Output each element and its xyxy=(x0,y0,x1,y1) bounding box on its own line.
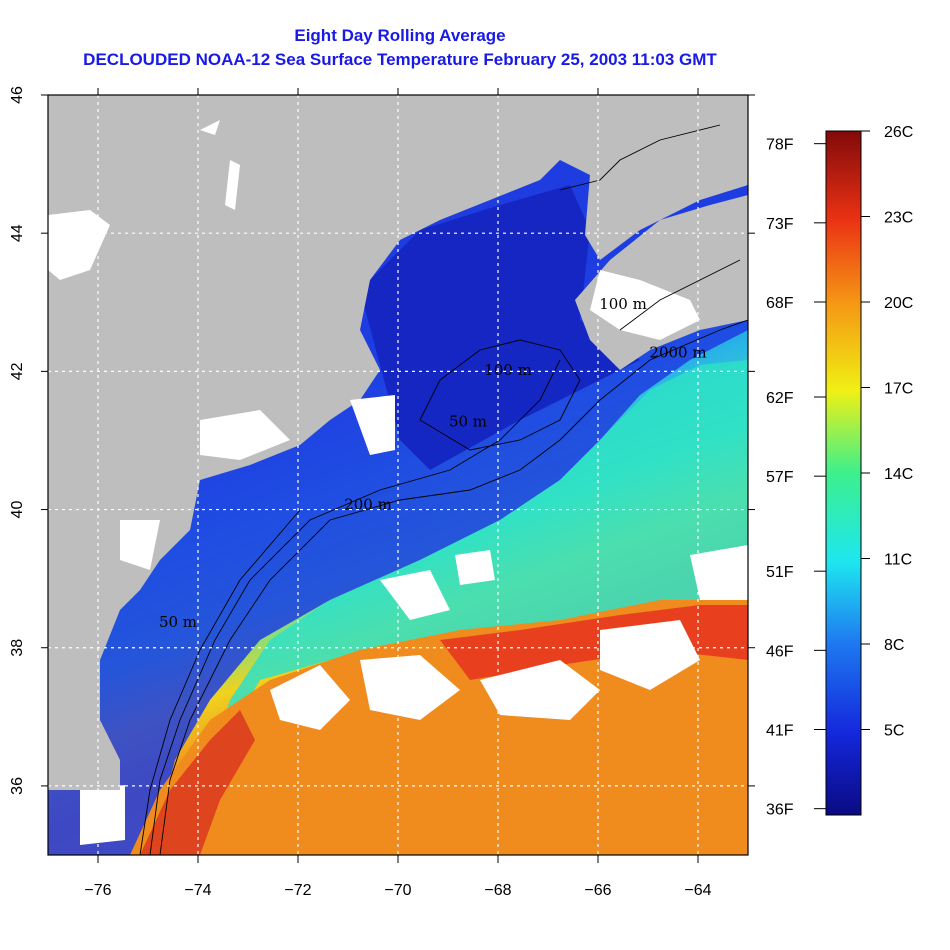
colorbar-fahrenheit-label: 62F xyxy=(766,390,794,407)
lon-tick-label: −70 xyxy=(384,882,411,899)
lon-tick-label: −66 xyxy=(584,882,611,899)
lat-lon-grid xyxy=(48,95,748,855)
contour-label: 50 m xyxy=(159,613,197,631)
lon-tick-label: −68 xyxy=(484,882,511,899)
contour-label: 100 m xyxy=(599,295,647,313)
lat-tick-label: 46 xyxy=(9,86,26,104)
colorbar-fahrenheit-label: 41F xyxy=(766,723,794,740)
colorbar-celsius-label: 11C xyxy=(884,552,912,569)
contour-label: 100 m xyxy=(484,361,532,379)
cloud-mask xyxy=(80,545,748,845)
contour-label: 2000 m xyxy=(649,344,706,362)
lon-tick-label: −72 xyxy=(284,882,311,899)
colorbar-fahrenheit-label: 68F xyxy=(766,295,794,312)
colorbar-labels: 26C 23C 20C 17C 14C 11C 8C 5C 78F 73F 68F 62F 57F 51F… xyxy=(766,124,913,819)
lon-tick-label: −76 xyxy=(84,882,111,899)
colorbar-fahrenheit-label: 36F xyxy=(766,802,794,819)
bathymetry-contours xyxy=(139,124,748,855)
land-mass xyxy=(48,95,748,790)
title-line-1: Eight Day Rolling Average xyxy=(294,26,506,45)
colorbar-celsius-label: 8C xyxy=(884,637,904,654)
lon-tick-label: −74 xyxy=(184,882,211,899)
contour-label: 50 m xyxy=(449,413,487,431)
colorbar xyxy=(825,130,862,816)
colorbar-celsius-label: 17C xyxy=(884,381,913,398)
colorbar-fahrenheit-label: 73F xyxy=(766,216,794,233)
map-axes: −76 −74 −72 −70 −68 −66 −64 36 38 40 42 44 46 xyxy=(9,86,755,899)
colorbar-celsius-label: 26C xyxy=(884,124,913,141)
lat-tick-label: 38 xyxy=(9,639,26,657)
colorbar-celsius-label: 20C xyxy=(884,295,913,312)
colorbar-celsius-label: 14C xyxy=(884,466,913,483)
colorbar-celsius-label: 23C xyxy=(884,210,913,227)
lat-tick-label: 44 xyxy=(9,224,26,242)
title-line-2: DECLOUDED NOAA-12 Sea Surface Temperatur… xyxy=(83,50,717,69)
colorbar-fahrenheit-label: 57F xyxy=(766,469,794,486)
colorbar-fahrenheit-label: 51F xyxy=(766,564,794,581)
lon-tick-label: −64 xyxy=(684,882,711,899)
gulf-of-maine-water xyxy=(360,185,640,470)
lat-tick-label: 40 xyxy=(9,501,26,519)
gulf-stream-warm-water xyxy=(130,600,748,855)
colorbar-fahrenheit-label: 46F xyxy=(766,643,794,660)
contour-label: 200 m xyxy=(344,496,392,514)
lat-tick-label: 36 xyxy=(9,777,26,795)
colorbar-celsius-label: 5C xyxy=(884,723,904,740)
colorbar-fahrenheit-label: 78F xyxy=(766,137,794,154)
lat-tick-label: 42 xyxy=(9,362,26,380)
